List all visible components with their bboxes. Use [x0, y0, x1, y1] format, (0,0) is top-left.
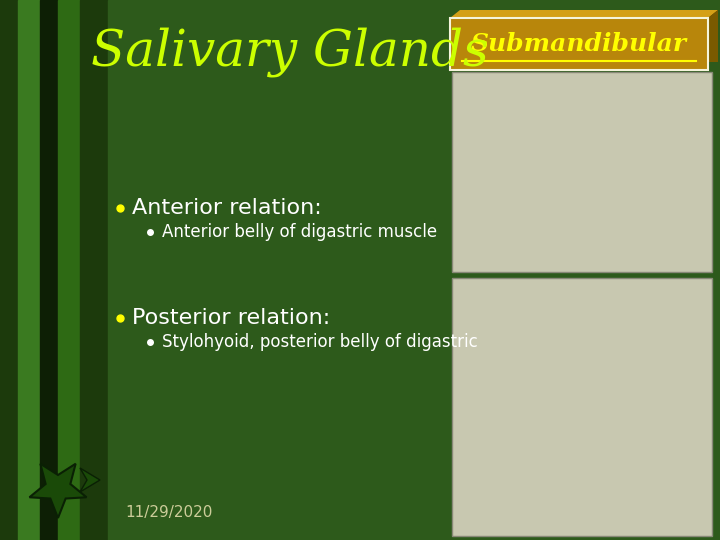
Text: 11/29/2020: 11/29/2020	[125, 504, 212, 519]
Bar	[108, 0, 720, 540]
Text: Anterior belly of digastric muscle: Anterior belly of digastric muscle	[162, 223, 437, 241]
Bar	[58, 0, 80, 540]
Polygon shape	[708, 10, 718, 62]
Bar	[452, 72, 712, 272]
Bar	[450, 18, 708, 70]
Bar	[80, 0, 102, 540]
Text: Salivary Glands: Salivary Glands	[91, 27, 489, 77]
Bar	[18, 0, 40, 540]
Text: Stylohyoid, posterior belly of digastric: Stylohyoid, posterior belly of digastric	[162, 333, 478, 351]
Bar	[40, 0, 58, 540]
Text: Anterior relation:: Anterior relation:	[132, 198, 322, 218]
Bar	[452, 278, 712, 536]
Text: Submandibular: Submandibular	[471, 32, 687, 56]
Polygon shape	[80, 468, 100, 492]
Polygon shape	[30, 464, 86, 518]
Polygon shape	[450, 10, 718, 18]
Polygon shape	[460, 10, 718, 62]
Text: Posterior relation:: Posterior relation:	[132, 308, 330, 328]
Bar	[0, 0, 108, 540]
